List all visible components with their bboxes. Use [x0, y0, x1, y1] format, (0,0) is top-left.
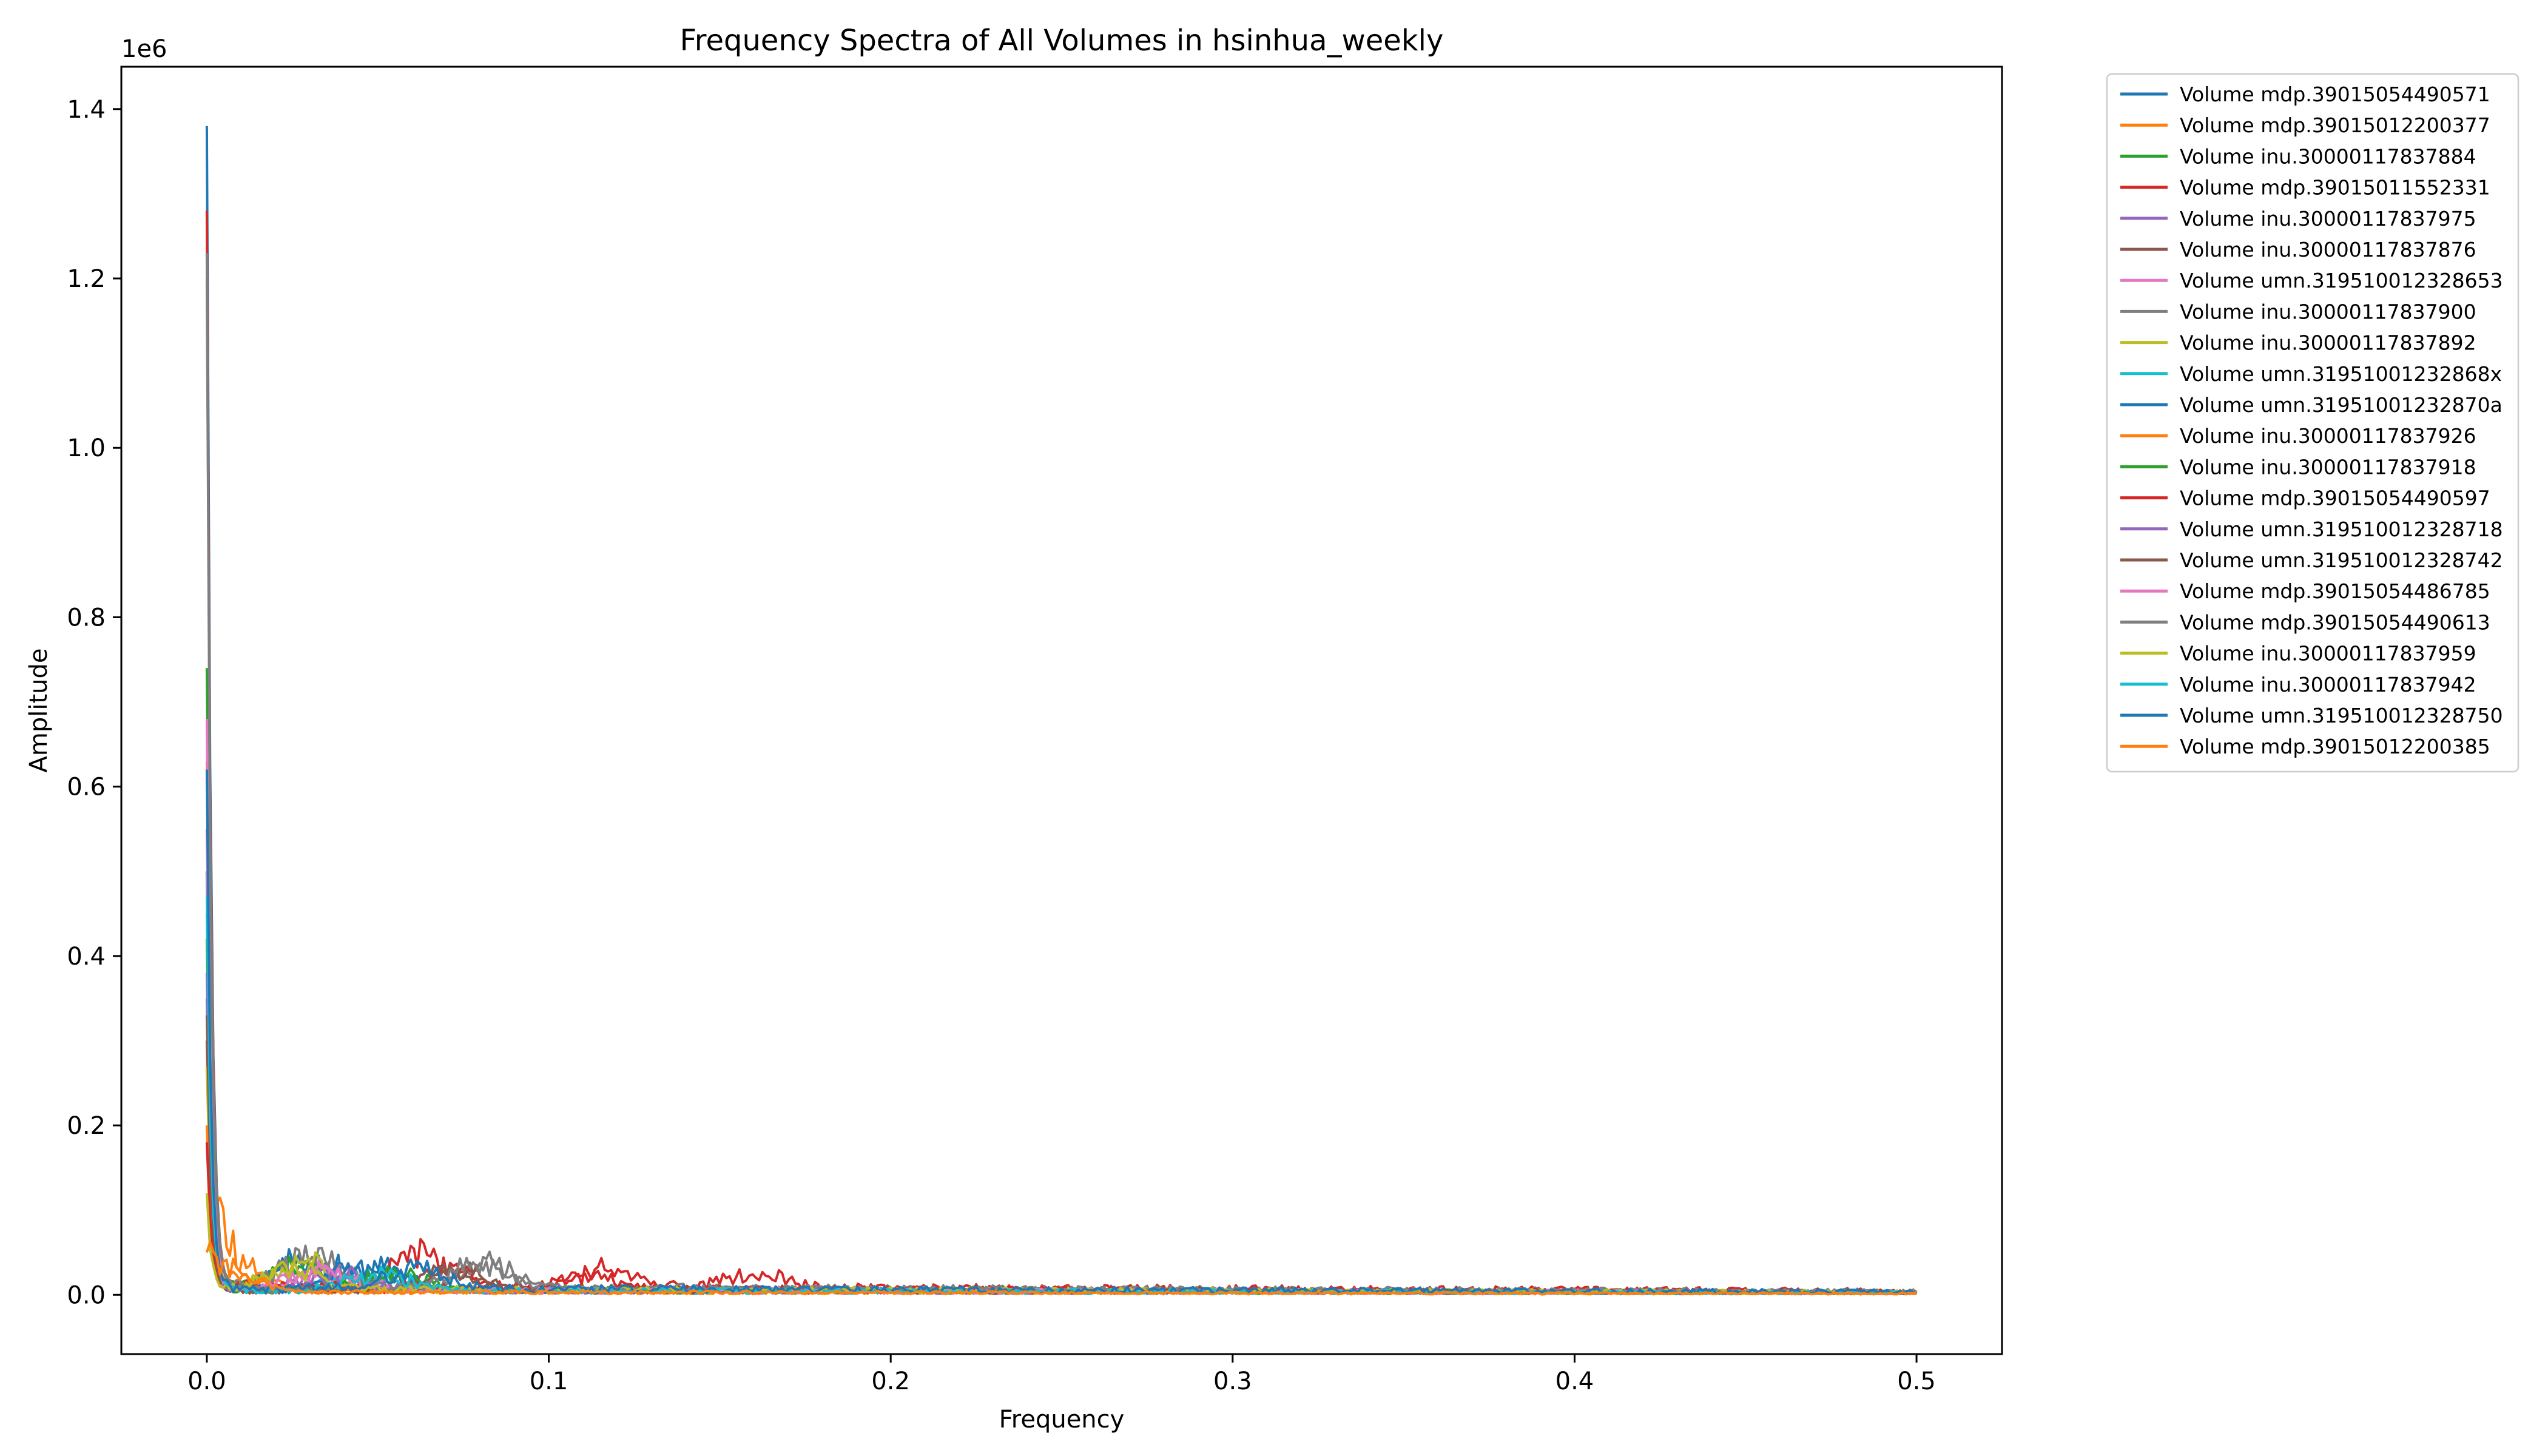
legend-label: Volume inu.30000117837975 — [2180, 207, 2476, 231]
x-tick-label: 0.0 — [187, 1367, 226, 1395]
legend-entry: Volume umn.319510012328718 — [2120, 517, 2503, 541]
series-line — [205, 769, 1917, 1295]
legend-entry: Volume inu.30000117837900 — [2120, 300, 2476, 323]
legend-label: Volume umn.31951001232870a — [2180, 393, 2502, 417]
legend-label: Volume mdp.39015054490613 — [2180, 610, 2490, 634]
legend-box — [2106, 73, 2519, 773]
legend-entry: Volume inu.30000117837876 — [2120, 238, 2476, 261]
y-tick-label: 1.0 — [67, 434, 106, 462]
x-tick-label: 0.4 — [1555, 1367, 1594, 1395]
legend-label: Volume umn.31951001232868x — [2180, 362, 2502, 386]
legend-entry: Volume inu.30000117837942 — [2120, 673, 2476, 696]
plot-area — [120, 66, 2003, 1355]
legend-label: Volume umn.319510012328718 — [2180, 517, 2503, 541]
y-offset-label: 1e6 — [121, 35, 167, 63]
y-tick-label: 1.2 — [67, 265, 106, 293]
legend-entry: Volume mdp.39015054490613 — [2120, 610, 2490, 634]
y-tick-label: 0.6 — [67, 774, 106, 801]
legend-entry: Volume inu.30000117837975 — [2120, 207, 2476, 231]
legend-label: Volume inu.30000117837884 — [2180, 144, 2476, 168]
y-axis: 0.0 0.2 0.4 0.6 0.8 1.0 1.2 1.4 — [67, 96, 121, 1309]
legend-entry: Volume mdp.39015054490597 — [2120, 487, 2490, 510]
legend-label: Volume inu.30000117837942 — [2180, 673, 2476, 696]
legend-entry: Volume umn.319510012328750 — [2120, 704, 2503, 727]
y-tick-label: 0.2 — [67, 1112, 106, 1140]
legend-entry: Volume inu.30000117837892 — [2120, 331, 2476, 355]
legend-label: Volume umn.319510012328742 — [2180, 548, 2503, 572]
y-tick-label: 1.4 — [67, 96, 106, 124]
legend-label: Volume mdp.39015054486785 — [2180, 579, 2490, 603]
x-tick-label: 0.5 — [1897, 1367, 1936, 1395]
x-axis: 0.0 0.1 0.2 0.3 0.4 0.5 — [187, 1354, 1936, 1395]
legend-label: Volume mdp.39015054490597 — [2180, 487, 2490, 510]
legend-label: Volume inu.30000117837918 — [2180, 455, 2476, 479]
legend-label: Volume inu.30000117837926 — [2180, 424, 2476, 448]
x-tick-label: 0.3 — [1213, 1367, 1252, 1395]
legend-entry: Volume inu.30000117837926 — [2120, 424, 2476, 448]
y-tick-label: 0.0 — [67, 1281, 106, 1309]
legend-label: Volume mdp.39015011552331 — [2180, 176, 2490, 200]
legend-label: Volume inu.30000117837959 — [2180, 642, 2476, 666]
legend-entry: Volume inu.30000117837884 — [2120, 144, 2476, 168]
legend-label: Volume umn.319510012328653 — [2180, 269, 2503, 292]
legend-label: Volume umn.319510012328750 — [2180, 704, 2503, 727]
y-tick-label: 0.8 — [67, 604, 106, 632]
legend-entry: Volume umn.31951001232868x — [2120, 362, 2502, 386]
x-tick-label: 0.2 — [871, 1367, 910, 1395]
legend-label: Volume mdp.39015054490571 — [2180, 83, 2490, 106]
legend-entry: Volume inu.30000117837918 — [2120, 455, 2476, 479]
legend-entry: Volume mdp.39015011552331 — [2120, 176, 2490, 200]
legend-entry: Volume mdp.39015012200377 — [2120, 113, 2490, 137]
chart-title: Frequency Spectra of All Volumes in hsin… — [680, 24, 1444, 58]
legend-entry: Volume mdp.39015054490571 — [2120, 83, 2490, 106]
legend-label: Volume inu.30000117837900 — [2180, 300, 2476, 323]
legend-entries: Volume mdp.39015054490571 Volume mdp.3901… — [2120, 83, 2503, 758]
legend-label: Volume mdp.39015012200377 — [2180, 113, 2490, 137]
legend-label: Volume mdp.39015012200385 — [2180, 735, 2490, 758]
y-axis-title: Amplitude — [25, 649, 53, 773]
y-tick-label: 0.4 — [67, 943, 106, 971]
legend-entry: Volume umn.319510012328653 — [2120, 269, 2503, 292]
x-tick-label: 0.1 — [530, 1367, 568, 1395]
series-layer — [205, 126, 1918, 1296]
axes-frame — [120, 66, 2003, 1355]
legend: Volume mdp.39015054490571 Volume mdp.3901… — [2106, 73, 2519, 773]
legend-entry: Volume inu.30000117837959 — [2120, 642, 2476, 666]
legend-entry: Volume mdp.39015012200385 — [2120, 735, 2490, 758]
legend-entry: Volume umn.31951001232870a — [2120, 393, 2502, 417]
legend-entry: Volume mdp.39015054486785 — [2120, 579, 2490, 603]
x-axis-title: Frequency — [999, 1406, 1125, 1434]
legend-entry: Volume umn.319510012328742 — [2120, 548, 2503, 572]
legend-label: Volume inu.30000117837892 — [2180, 331, 2476, 355]
legend-label: Volume inu.30000117837876 — [2180, 238, 2476, 261]
series-line — [205, 1241, 1917, 1296]
